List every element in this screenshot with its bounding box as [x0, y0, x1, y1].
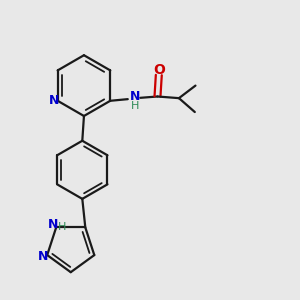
- Text: H: H: [58, 222, 66, 232]
- Text: N: N: [38, 250, 48, 263]
- Text: H: H: [131, 101, 140, 111]
- Text: N: N: [48, 218, 59, 231]
- Text: N: N: [130, 90, 140, 103]
- Text: O: O: [153, 63, 165, 77]
- Text: N: N: [49, 94, 59, 107]
